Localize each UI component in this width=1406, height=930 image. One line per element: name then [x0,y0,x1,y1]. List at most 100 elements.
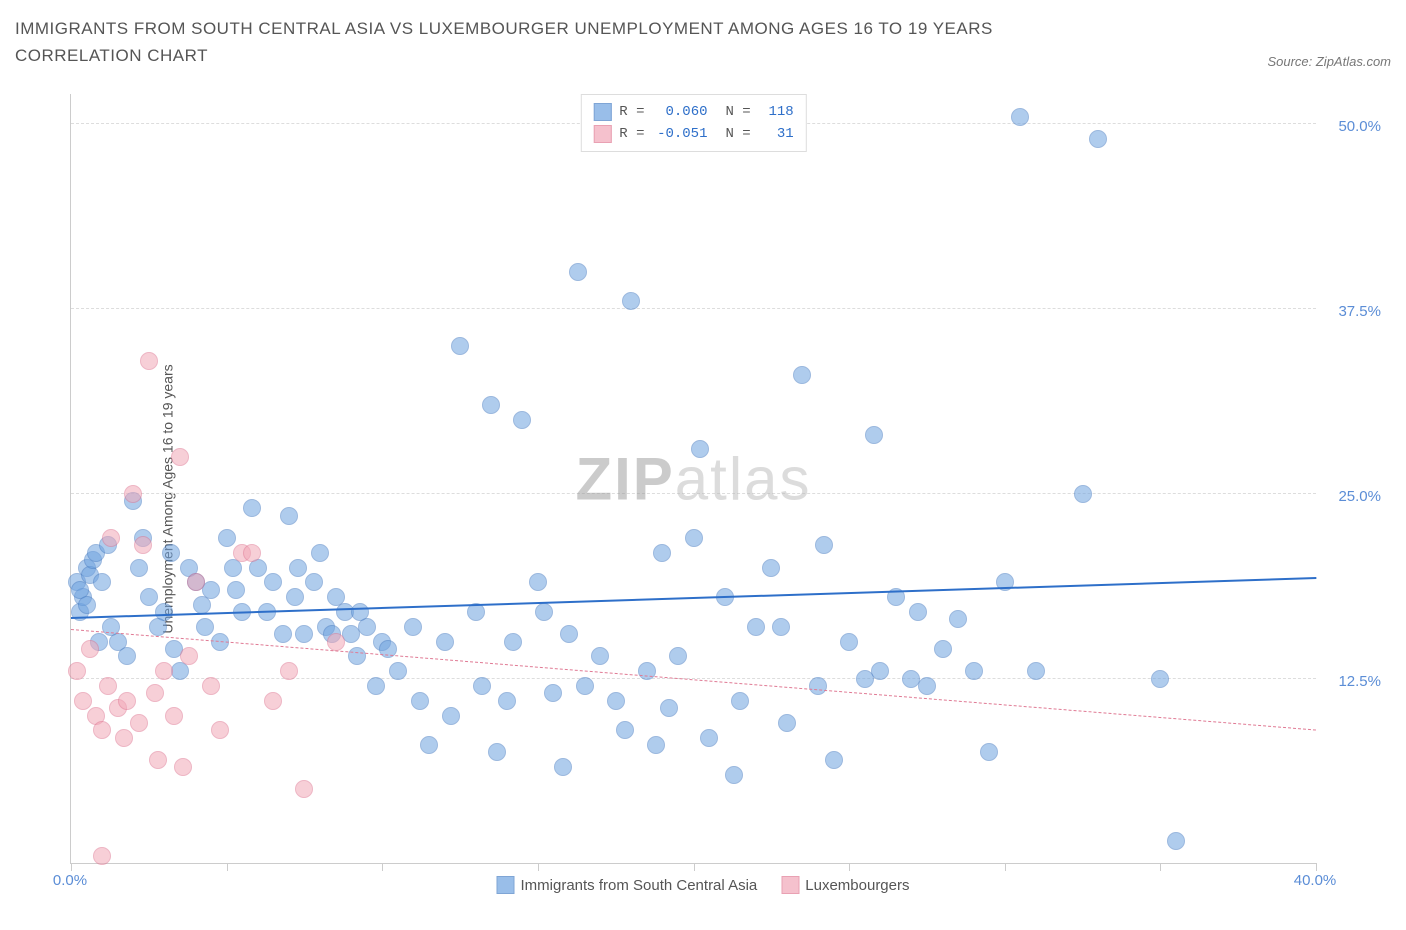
data-point [488,743,506,761]
data-point [700,729,718,747]
data-point [411,692,429,710]
legend-series-name: Luxembourgers [805,877,909,894]
x-tick [1160,863,1161,871]
data-point [264,692,282,710]
data-point [264,573,282,591]
series-legend: Immigrants from South Central Asia Luxemb… [497,876,910,894]
data-point [118,692,136,710]
legend-n-label: N = [726,126,751,142]
data-point [68,662,86,680]
data-point [442,707,460,725]
data-point [1167,832,1185,850]
data-point [99,677,117,695]
data-point [295,625,313,643]
data-point [669,647,687,665]
data-point [762,559,780,577]
x-tick-label: 40.0% [1294,872,1337,889]
legend-r-value: 0.060 [653,104,708,120]
data-point [622,292,640,310]
data-point [825,751,843,769]
y-tick-label: 50.0% [1338,118,1381,135]
data-point [130,714,148,732]
data-point [389,662,407,680]
legend-r-value: -0.051 [653,126,708,142]
data-point [165,707,183,725]
data-point [305,573,323,591]
x-tick [227,863,228,871]
trend-line [71,629,1316,731]
data-point [196,618,214,636]
data-point [725,766,743,784]
data-point [202,581,220,599]
data-point [544,684,562,702]
data-point [1074,485,1092,503]
data-point [211,721,229,739]
data-point [115,729,133,747]
data-point [102,529,120,547]
data-point [815,536,833,554]
data-point [513,411,531,429]
data-point [227,581,245,599]
data-point [155,662,173,680]
data-point [93,847,111,865]
data-point [685,529,703,547]
data-point [451,337,469,355]
data-point [149,618,167,636]
data-point [180,647,198,665]
legend-r-label: R = [619,126,644,142]
chart-title: IMMIGRANTS FROM SOUTH CENTRAL ASIA VS LU… [15,15,1115,69]
data-point [909,603,927,621]
data-point [576,677,594,695]
data-point [436,633,454,651]
data-point [865,426,883,444]
data-point [187,573,205,591]
data-point [78,596,96,614]
data-point [420,736,438,754]
data-point [140,588,158,606]
data-point [660,699,678,717]
data-point [274,625,292,643]
x-tick-label: 0.0% [53,872,87,889]
data-point [171,448,189,466]
data-point [934,640,952,658]
data-point [74,692,92,710]
source-attribution: Source: ZipAtlas.com [1267,54,1391,69]
legend-swatch [593,125,611,143]
y-tick-label: 12.5% [1338,673,1381,690]
legend-r-label: R = [619,104,644,120]
x-tick [71,863,72,871]
data-point [731,692,749,710]
legend-series-name: Immigrants from South Central Asia [521,877,758,894]
data-point [286,588,304,606]
data-point [149,751,167,769]
x-tick [849,863,850,871]
legend-n-value: 31 [759,126,794,142]
data-point [871,662,889,680]
data-point [1151,670,1169,688]
legend-series-item: Immigrants from South Central Asia [497,876,758,894]
data-point [653,544,671,562]
data-point [295,780,313,798]
legend-n-label: N = [726,104,751,120]
data-point [243,499,261,517]
data-point [980,743,998,761]
data-point [280,507,298,525]
data-point [638,662,656,680]
data-point [747,618,765,636]
legend-stat-row: R =0.060N =118 [593,101,793,123]
data-point [311,544,329,562]
data-point [554,758,572,776]
data-point [134,536,152,554]
data-point [616,721,634,739]
data-point [535,603,553,621]
data-point [174,758,192,776]
data-point [607,692,625,710]
data-point [280,662,298,680]
data-point [202,677,220,695]
data-point [498,692,516,710]
data-point [840,633,858,651]
y-tick-label: 25.0% [1338,488,1381,505]
data-point [560,625,578,643]
data-point [327,633,345,651]
data-point [918,677,936,695]
